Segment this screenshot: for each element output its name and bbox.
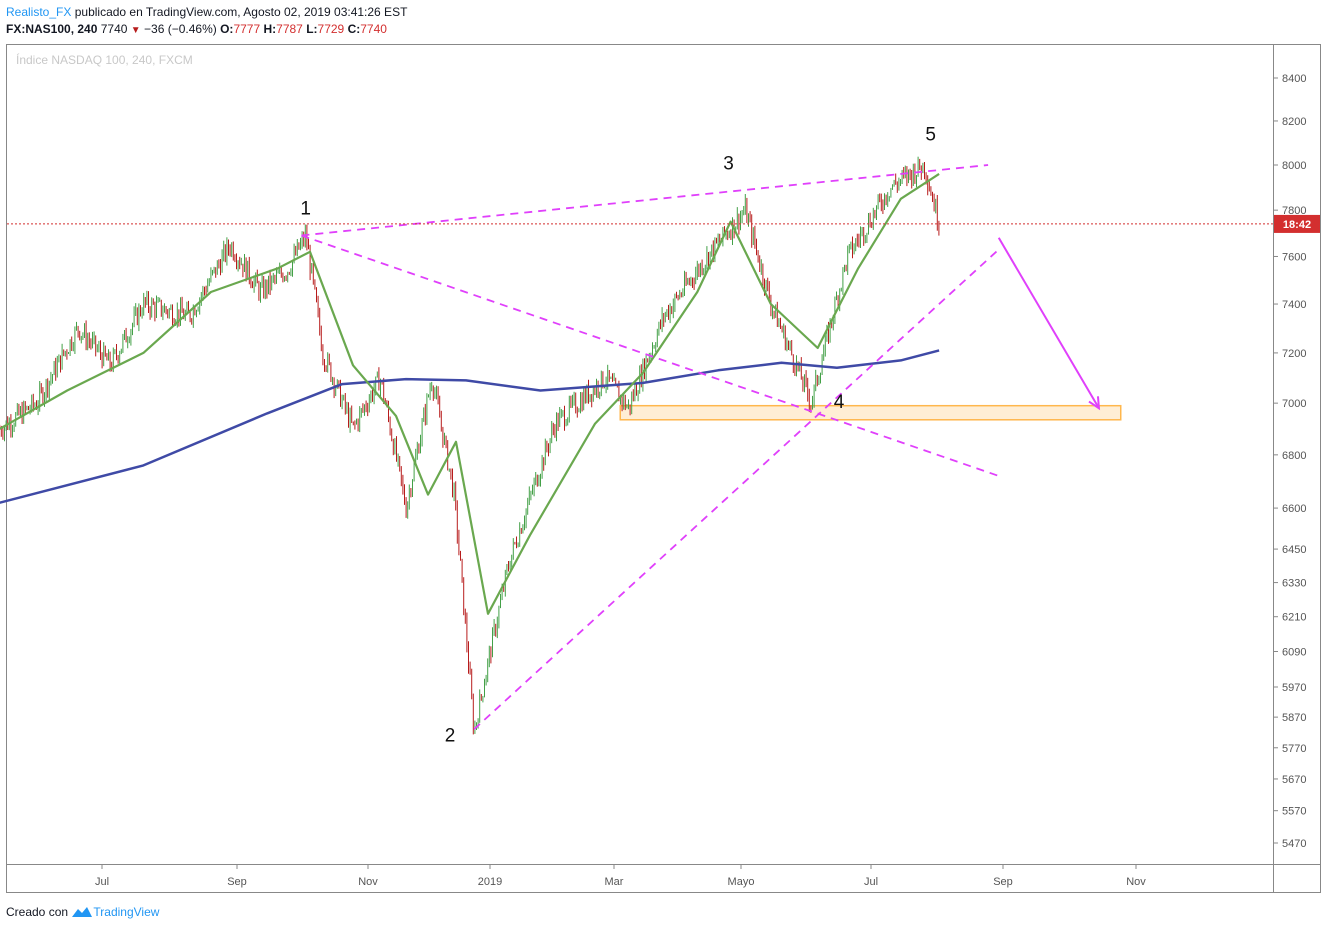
close-value: 7740 (360, 22, 387, 36)
high-label: H: (263, 22, 277, 36)
price-tick-label: 5570 (1282, 806, 1306, 818)
time-tick-label: Nov (358, 876, 378, 888)
price-axis[interactable]: 8400 8200 8000 7800 7600 7400 7200 7000 6800 6600… (1273, 73, 1306, 850)
ma200-line[interactable] (0, 349, 940, 504)
chart-title: Índice NASDAQ 100, 240, FXCM (16, 52, 193, 67)
time-tick-label: 2019 (478, 876, 502, 888)
time-tick-label: Nov (1126, 876, 1146, 888)
price-tag (1274, 214, 1320, 233)
open-value: 7777 (233, 22, 261, 36)
price-tick-label: 7200 (1282, 348, 1306, 360)
trendline[interactable] (301, 234, 1000, 477)
support-zone[interactable] (619, 404, 1122, 421)
footer: Creado con TradingView (6, 905, 159, 919)
last-price: 7740 (100, 22, 128, 36)
high-value: 7787 (276, 22, 303, 36)
low-value: 7729 (317, 22, 345, 36)
down-arrow-icon: ▼ (130, 25, 141, 36)
time-tick-label: Sep (227, 876, 247, 888)
price-tick-label: 5470 (1282, 838, 1306, 850)
price-tick-label: 5970 (1282, 682, 1306, 694)
price-tick-label: 6450 (1282, 544, 1306, 556)
time-tick-label: Jul (95, 876, 109, 888)
ema-line[interactable] (0, 172, 940, 615)
price-tick-label: 7600 (1282, 251, 1306, 263)
time-tick-label: Mayo (728, 876, 755, 888)
open-label: O: (220, 22, 234, 36)
price-tick-label: 6090 (1282, 647, 1306, 659)
series-layer (0, 156, 940, 735)
wave-label: 4 (834, 392, 845, 413)
trendline[interactable] (473, 248, 1000, 730)
wave-label: 1 (300, 199, 311, 220)
price-change: −36 (−0.46%) (144, 22, 217, 36)
price-tick-label: 6210 (1282, 612, 1306, 624)
publish-line: Realisto_FX publicado en TradingView.com… (6, 5, 407, 19)
price-tick-label: 6800 (1282, 450, 1306, 462)
support-zone-rect[interactable] (619, 404, 1122, 421)
close-label: C: (347, 22, 361, 36)
price-candles[interactable] (0, 156, 940, 735)
wave-label: 2 (445, 726, 456, 747)
price-tick-label: 5870 (1282, 712, 1306, 724)
current-price-line: 18:42 (7, 214, 1320, 233)
price-tick-label: 8000 (1282, 160, 1306, 172)
price-tick-label: 6330 (1282, 578, 1306, 590)
price-tick-label: 8200 (1282, 116, 1306, 128)
time-tick-label: Jul (864, 876, 878, 888)
price-tick-label: 6600 (1282, 503, 1306, 515)
price-tick-label: 5770 (1282, 743, 1306, 755)
arrow-head-icon (1088, 396, 1101, 411)
price-tick-label: 7000 (1282, 398, 1306, 410)
price-tick-label: 7800 (1282, 205, 1306, 217)
chart-frame (6, 44, 1321, 893)
symbol-info-line: FX:NAS100, 240 7740 ▼ −36 (−0.46%) O:777… (6, 22, 387, 36)
published-text: publicado en TradingView.com, Agosto 02,… (74, 5, 408, 19)
author-link[interactable]: Realisto_FX (6, 5, 72, 19)
time-axis[interactable]: Jul Sep Nov 2019 Mar Mayo Jul Sep Nov (95, 864, 1146, 888)
price-tick-label: 5670 (1282, 774, 1306, 786)
created-with-text: Creado con (6, 905, 69, 919)
wave-label: 3 (723, 153, 734, 174)
target-arrow[interactable] (997, 237, 1100, 409)
low-label: L: (306, 22, 318, 36)
symbol-label: FX:NAS100, 240 (6, 22, 98, 36)
time-tick-label: Mar (605, 876, 624, 888)
wave-label: 5 (925, 125, 936, 146)
time-tick-label: Sep (993, 876, 1013, 888)
price-tag-label: 18:42 (1283, 219, 1311, 231)
price-tick-label: 7400 (1282, 299, 1306, 311)
tradingview-link[interactable]: TradingView (93, 905, 160, 919)
price-tick-label: 8400 (1282, 73, 1306, 85)
tradingview-logo-icon[interactable] (71, 905, 93, 919)
